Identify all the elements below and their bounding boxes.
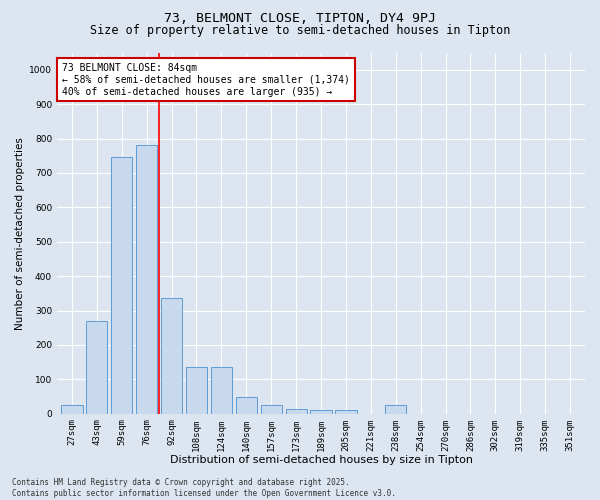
Bar [211, 368, 232, 414]
X-axis label: Distribution of semi-detached houses by size in Tipton: Distribution of semi-detached houses by … [170, 455, 473, 465]
Bar [236, 396, 257, 413]
Bar [260, 405, 282, 413]
Bar [186, 368, 207, 414]
Bar [335, 410, 356, 414]
Bar [61, 405, 83, 413]
Y-axis label: Number of semi-detached properties: Number of semi-detached properties [15, 136, 25, 330]
Text: 73 BELMONT CLOSE: 84sqm
← 58% of semi-detached houses are smaller (1,374)
40% of: 73 BELMONT CLOSE: 84sqm ← 58% of semi-de… [62, 64, 350, 96]
Bar [86, 321, 107, 414]
Text: 73, BELMONT CLOSE, TIPTON, DY4 9PJ: 73, BELMONT CLOSE, TIPTON, DY4 9PJ [164, 12, 436, 26]
Bar [310, 410, 332, 414]
Text: Size of property relative to semi-detached houses in Tipton: Size of property relative to semi-detach… [90, 24, 510, 37]
Bar [161, 298, 182, 414]
Bar [111, 158, 133, 414]
Bar [385, 405, 406, 413]
Text: Contains HM Land Registry data © Crown copyright and database right 2025.
Contai: Contains HM Land Registry data © Crown c… [12, 478, 396, 498]
Bar [136, 146, 157, 414]
Bar [286, 408, 307, 414]
